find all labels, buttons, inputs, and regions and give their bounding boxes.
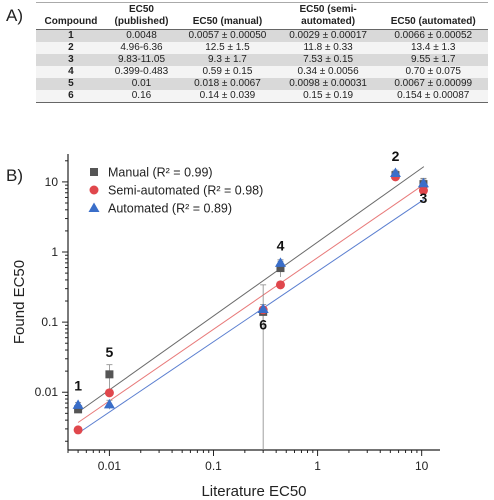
table-cell: 0.59 ± 0.15 <box>177 66 278 78</box>
table-cell: 0.14 ± 0.039 <box>177 90 278 103</box>
table-cell: 0.0057 ± 0.00050 <box>177 29 278 42</box>
table-cell: 0.16 <box>105 90 178 103</box>
legend-entry: Manual (R² = 0.99) <box>108 166 213 180</box>
table-row: 2 4.96-6.36 12.5 ± 1.5 11.8 ± 0.33 13.4 … <box>36 42 488 54</box>
y-tick-label: 0.01 <box>35 385 59 399</box>
table-row: 3 9.83-11.05 9.3 ± 1.7 7.53 ± 0.15 9.55 … <box>36 54 488 66</box>
y-axis-title: Found EC50 <box>11 260 28 344</box>
header-semi-automated: EC50 (semi- automated) <box>277 2 379 30</box>
y-tick-label: 0.1 <box>41 315 58 329</box>
panel-b-label: B) <box>6 166 23 185</box>
table-cell: 0.34 ± 0.0056 <box>277 66 379 78</box>
header-manual: EC50 (manual) <box>177 2 278 30</box>
table-row: 6 0.16 0.14 ± 0.039 0.15 ± 0.19 0.154 ± … <box>36 90 488 103</box>
table-cell: 0.018 ± 0.0067 <box>177 78 278 90</box>
fit-line <box>77 184 425 423</box>
table-cell: 12.5 ± 1.5 <box>177 42 278 54</box>
fit-lines <box>77 166 425 434</box>
table-row: 5 0.01 0.018 ± 0.0067 0.0098 ± 0.00031 0… <box>36 78 488 90</box>
x-axis-title: Literature EC50 <box>201 483 306 500</box>
compound-label: 6 <box>259 317 267 333</box>
semi-automated-point <box>73 425 83 435</box>
compound-labels: 1 5 2 3 4 6 <box>74 148 427 394</box>
compound-label: 5 <box>106 344 114 360</box>
panel-a-label: A) <box>6 6 23 25</box>
table-cell: 0.15 ± 0.19 <box>277 90 379 103</box>
ec50-data-table: Compound EC50 (published) EC50 (manual) … <box>36 2 488 103</box>
table-cell: 11.8 ± 0.33 <box>277 42 379 54</box>
compound-label: 1 <box>74 378 82 394</box>
chart-legend: Manual (R² = 0.99) Semi-automated (R² = 0… <box>88 166 263 216</box>
compound-label: 3 <box>420 190 428 206</box>
x-tick-label: 1 <box>314 459 321 473</box>
table-cell: 9.3 ± 1.7 <box>177 54 278 66</box>
automated-point <box>257 303 269 313</box>
table-cell: 9.55 ± 1.7 <box>378 54 488 66</box>
legend-marker <box>89 185 99 195</box>
table-header-row: Compound EC50 (published) EC50 (manual) … <box>36 2 488 30</box>
table-cell: 0.154 ± 0.00087 <box>378 90 488 103</box>
semi-automated-point <box>418 186 428 196</box>
automated-point <box>72 399 84 409</box>
ec50-table: Compound EC50 (published) EC50 (manual) … <box>36 2 488 103</box>
table-cell: 13.4 ± 1.3 <box>378 42 488 54</box>
table-cell: 1 <box>36 29 106 42</box>
table-cell: 5 <box>36 78 106 90</box>
automated-point <box>417 177 429 188</box>
header-compound: Compound <box>36 2 106 30</box>
table-cell: 6 <box>36 90 106 103</box>
header-published: EC50 (published) <box>105 2 178 30</box>
data-points <box>72 167 429 435</box>
table-cell: 0.0029 ± 0.00017 <box>277 29 379 42</box>
table-cell: 0.0048 <box>105 29 178 42</box>
manual-point <box>74 405 83 414</box>
table-cell: 0.0066 ± 0.00052 <box>378 29 488 42</box>
fit-line <box>77 199 425 434</box>
table-row: 1 0.0048 0.0057 ± 0.00050 0.0029 ± 0.000… <box>36 29 488 42</box>
semi-automated-point <box>275 280 285 290</box>
table-cell: 0.0098 ± 0.00031 <box>277 78 379 90</box>
compound-label: 2 <box>392 148 400 164</box>
table-cell: 4.96-6.36 <box>105 42 178 54</box>
automated-point <box>274 257 286 267</box>
table-row: 4 0.399-0.483 0.59 ± 0.15 0.34 ± 0.0056 … <box>36 66 488 78</box>
table-cell: 2 <box>36 42 106 54</box>
table-cell: 0.0067 ± 0.00099 <box>378 78 488 90</box>
table-cell: 9.83-11.05 <box>105 54 178 66</box>
table-cell: 0.399-0.483 <box>105 66 178 78</box>
legend-entry: Semi-automated (R² = 0.98) <box>108 184 263 198</box>
table-cell: 0.70 ± 0.075 <box>378 66 488 78</box>
automated-point <box>103 398 115 409</box>
compound-label: 4 <box>277 238 285 254</box>
header-automated: EC50 (automated) <box>378 2 488 30</box>
y-tick-label: 10 <box>45 175 59 189</box>
legend-marker <box>90 168 98 176</box>
table-cell: 0.01 <box>105 78 178 90</box>
manual-point <box>276 264 285 273</box>
semi-automated-point <box>104 388 114 398</box>
chart-axes: 0.01 0.1 1 10 0.01 0.1 1 10 Literature EC50 Found… <box>11 154 440 500</box>
ec50-scatter-chart: 0.01 0.1 1 10 0.01 0.1 1 10 Literature EC50 Found… <box>11 148 440 500</box>
table-cell: 3 <box>36 54 106 66</box>
legend-entry: Automated (R² = 0.89) <box>108 202 232 216</box>
y-tick-label: 1 <box>51 245 58 259</box>
fit-line <box>77 166 425 413</box>
legend-marker <box>88 202 100 212</box>
x-tick-label: 0.1 <box>205 459 222 473</box>
x-tick-label: 10 <box>415 459 429 473</box>
manual-point <box>105 370 114 379</box>
automated-point <box>389 167 401 177</box>
x-tick-label: 0.01 <box>98 459 122 473</box>
table-cell: 7.53 ± 0.15 <box>277 54 379 66</box>
table-cell: 4 <box>36 66 106 78</box>
